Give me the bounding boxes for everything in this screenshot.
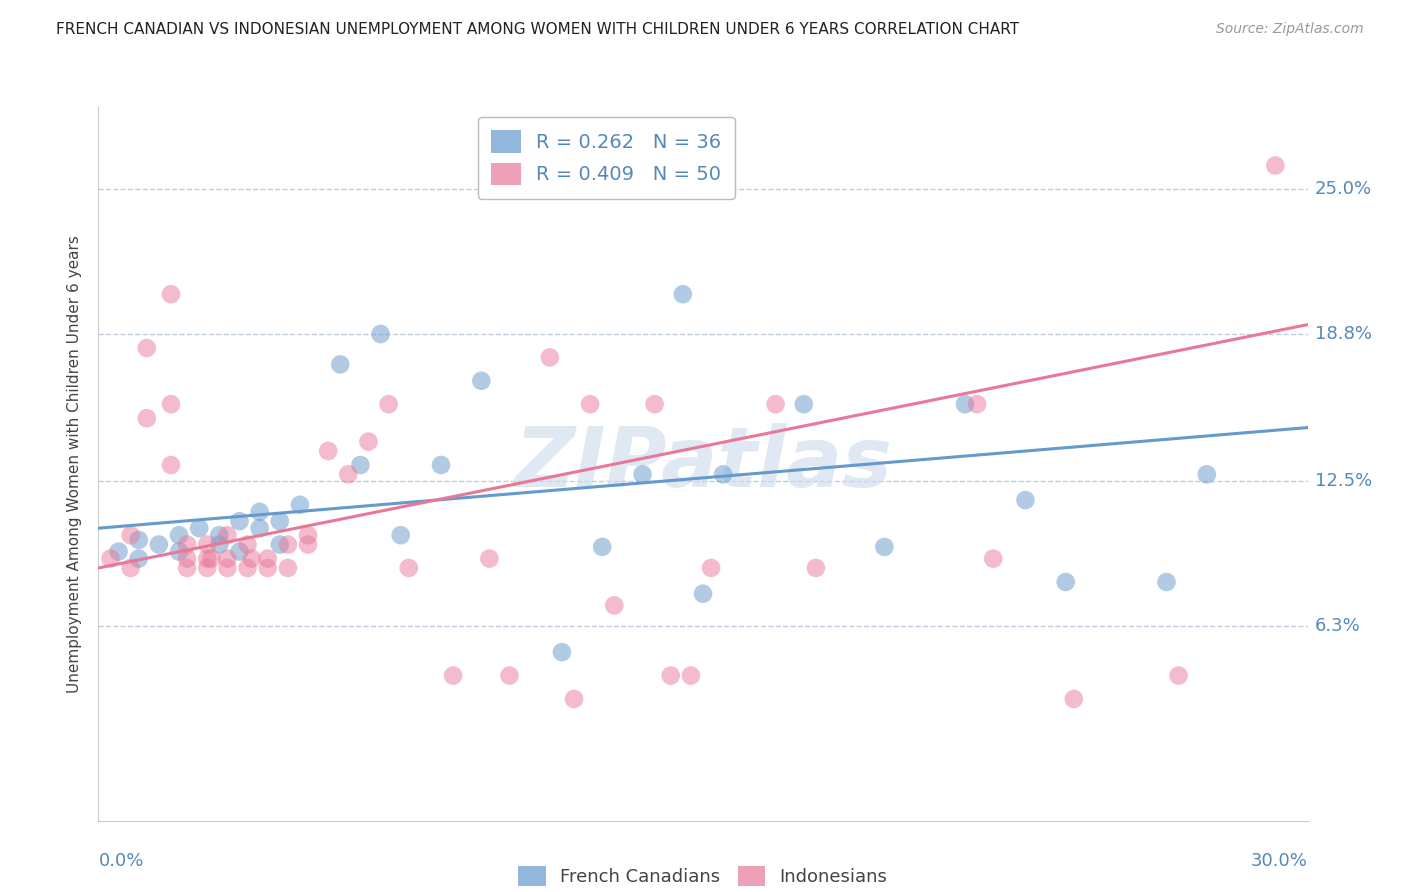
Point: [591, 540, 613, 554]
Point: [631, 467, 654, 482]
Point: [107, 544, 129, 558]
Point: [953, 397, 976, 411]
Point: [692, 587, 714, 601]
Point: [1054, 574, 1077, 589]
Point: [256, 551, 278, 566]
Point: [128, 533, 150, 547]
Point: [711, 467, 734, 482]
Point: [765, 397, 787, 411]
Text: ZIPatlas: ZIPatlas: [515, 424, 891, 504]
Point: [538, 351, 561, 365]
Point: [579, 397, 602, 411]
Point: [679, 668, 702, 682]
Point: [167, 544, 190, 558]
Point: [316, 444, 339, 458]
Point: [329, 358, 352, 372]
Point: [873, 540, 896, 554]
Point: [200, 551, 222, 566]
Point: [389, 528, 412, 542]
Point: [1264, 159, 1286, 173]
Point: [195, 537, 218, 551]
Text: 12.5%: 12.5%: [1315, 473, 1372, 491]
Text: 30.0%: 30.0%: [1251, 852, 1308, 870]
Y-axis label: Unemployment Among Women with Children Under 6 years: Unemployment Among Women with Children U…: [67, 235, 83, 693]
Legend: French Canadians, Indonesians: French Canadians, Indonesians: [512, 858, 894, 892]
Point: [176, 537, 198, 551]
Point: [167, 528, 190, 542]
Point: [370, 326, 392, 341]
Point: [135, 341, 157, 355]
Point: [1167, 668, 1189, 682]
Point: [478, 551, 501, 566]
Point: [498, 668, 520, 682]
Point: [337, 467, 360, 482]
Text: 6.3%: 6.3%: [1315, 617, 1361, 635]
Point: [277, 537, 299, 551]
Point: [297, 537, 319, 551]
Point: [672, 287, 695, 301]
Point: [1195, 467, 1218, 482]
Point: [188, 521, 211, 535]
Point: [1156, 574, 1178, 589]
Point: [148, 537, 170, 551]
Point: [195, 561, 218, 575]
Point: [228, 544, 250, 558]
Point: [269, 514, 291, 528]
Point: [288, 498, 311, 512]
Point: [1063, 692, 1085, 706]
Point: [249, 505, 271, 519]
Point: [733, 88, 755, 103]
Point: [603, 599, 626, 613]
Point: [176, 551, 198, 566]
Text: Source: ZipAtlas.com: Source: ZipAtlas.com: [1216, 22, 1364, 37]
Point: [430, 458, 453, 472]
Point: [217, 551, 239, 566]
Point: [208, 537, 231, 551]
Point: [700, 561, 723, 575]
Point: [441, 668, 464, 682]
Point: [562, 692, 585, 706]
Point: [120, 528, 142, 542]
Point: [804, 561, 827, 575]
Text: 18.8%: 18.8%: [1315, 325, 1372, 343]
Point: [240, 551, 263, 566]
Point: [217, 528, 239, 542]
Point: [793, 397, 815, 411]
Point: [228, 514, 250, 528]
Point: [269, 537, 291, 551]
Point: [644, 397, 666, 411]
Point: [160, 458, 183, 472]
Point: [659, 668, 682, 682]
Point: [100, 551, 122, 566]
Point: [160, 287, 183, 301]
Point: [398, 561, 420, 575]
Point: [1014, 493, 1036, 508]
Point: [357, 434, 380, 449]
Point: [208, 528, 231, 542]
Point: [470, 374, 492, 388]
Point: [981, 551, 1004, 566]
Point: [176, 561, 198, 575]
Point: [128, 551, 150, 566]
Point: [256, 561, 278, 575]
Point: [160, 397, 183, 411]
Point: [966, 397, 988, 411]
Point: [135, 411, 157, 425]
Point: [120, 561, 142, 575]
Point: [551, 645, 574, 659]
Text: 25.0%: 25.0%: [1315, 180, 1372, 198]
Point: [297, 528, 319, 542]
Point: [377, 397, 399, 411]
Text: 0.0%: 0.0%: [98, 852, 143, 870]
Point: [236, 561, 259, 575]
Point: [277, 561, 299, 575]
Point: [349, 458, 371, 472]
Point: [217, 561, 239, 575]
Text: FRENCH CANADIAN VS INDONESIAN UNEMPLOYMENT AMONG WOMEN WITH CHILDREN UNDER 6 YEA: FRENCH CANADIAN VS INDONESIAN UNEMPLOYME…: [56, 22, 1019, 37]
Point: [236, 537, 259, 551]
Point: [195, 551, 218, 566]
Point: [249, 521, 271, 535]
